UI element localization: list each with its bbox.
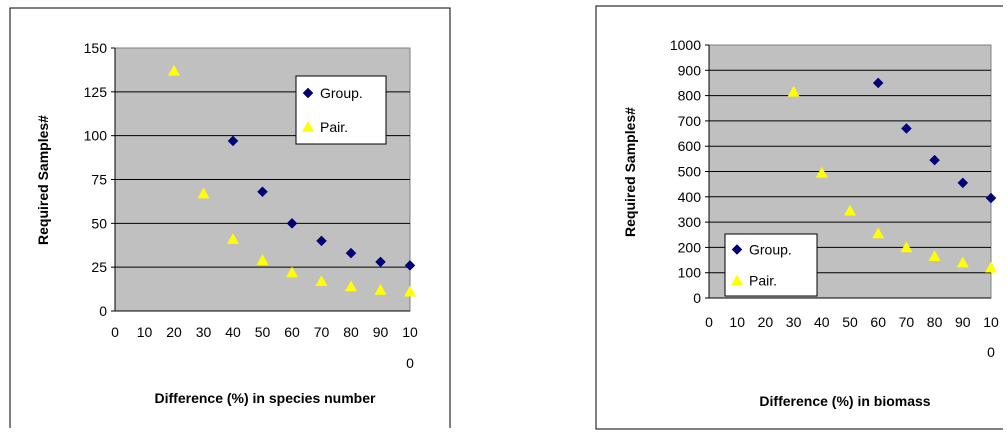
chart-left-container: 0 25 50 75 100 125 150 0 10 20 30 40 50 60 70 80 90 10 0 Di… bbox=[0, 0, 460, 433]
x-tick-label: 50 bbox=[255, 324, 271, 340]
x-tick-label: 40 bbox=[225, 324, 241, 340]
y-tick-label: 100 bbox=[84, 128, 108, 144]
y-tick-label: 200 bbox=[678, 239, 702, 255]
x-axis-title: Difference (%) in biomass bbox=[759, 393, 930, 409]
legend-label: Group. bbox=[749, 242, 792, 258]
x-tick-label: 90 bbox=[955, 314, 971, 330]
legend-label: Pair. bbox=[749, 273, 777, 289]
y-tick-label: 75 bbox=[91, 172, 107, 188]
x-tick-label: 80 bbox=[927, 314, 943, 330]
x-tick-label: 10 bbox=[983, 314, 999, 330]
x-tick-label: 10 bbox=[137, 324, 153, 340]
x-tick-label: 60 bbox=[870, 314, 886, 330]
y-tick-label: 0 bbox=[693, 290, 701, 306]
legend-label: Group. bbox=[320, 85, 363, 101]
x-tick-label: 0 bbox=[705, 314, 713, 330]
x-tick-label: 40 bbox=[814, 314, 830, 330]
x-tick-label: 80 bbox=[343, 324, 359, 340]
y-tick-label: 100 bbox=[678, 265, 702, 281]
x-tick-label: 10 bbox=[402, 324, 418, 340]
y-tick-label: 50 bbox=[91, 215, 107, 231]
x-axis-title: Difference (%) in species number bbox=[155, 390, 377, 406]
y-tick-label: 600 bbox=[678, 138, 702, 154]
x-tick-label: 20 bbox=[758, 314, 774, 330]
chart-right-container: 0 100 200 300 400 500 600 700 800 900 1000 0 10 20 30 4… bbox=[590, 0, 1007, 433]
y-axis-title: Required Samples# bbox=[35, 115, 51, 245]
y-tick-label: 125 bbox=[84, 84, 108, 100]
y-axis-title: Required Samples# bbox=[622, 107, 638, 237]
x-tick-label-wrap: 0 bbox=[987, 344, 995, 360]
x-tick-label: 90 bbox=[373, 324, 389, 340]
y-tick-label: 800 bbox=[678, 88, 702, 104]
y-tick-label: 25 bbox=[91, 259, 107, 275]
y-tick-label: 500 bbox=[678, 164, 702, 180]
x-tick-label: 50 bbox=[842, 314, 858, 330]
x-tick-label: 30 bbox=[196, 324, 212, 340]
x-tick-label: 70 bbox=[314, 324, 330, 340]
y-tick-label: 1000 bbox=[670, 37, 701, 53]
x-tick-label: 60 bbox=[284, 324, 300, 340]
y-tick-label: 400 bbox=[678, 189, 702, 205]
x-tick-label: 10 bbox=[729, 314, 745, 330]
y-tick-label: 150 bbox=[84, 40, 108, 56]
legend-label: Pair. bbox=[320, 119, 348, 135]
y-tick-label: 900 bbox=[678, 62, 702, 78]
x-tick-label: 30 bbox=[786, 314, 802, 330]
x-tick-label: 20 bbox=[166, 324, 182, 340]
x-tick-label-wrap: 0 bbox=[406, 355, 414, 371]
y-tick-label: 700 bbox=[678, 113, 702, 129]
y-tick-label: 300 bbox=[678, 214, 702, 230]
x-tick-label: 0 bbox=[111, 324, 119, 340]
y-tick-label: 0 bbox=[99, 303, 107, 319]
x-tick-label: 70 bbox=[899, 314, 915, 330]
